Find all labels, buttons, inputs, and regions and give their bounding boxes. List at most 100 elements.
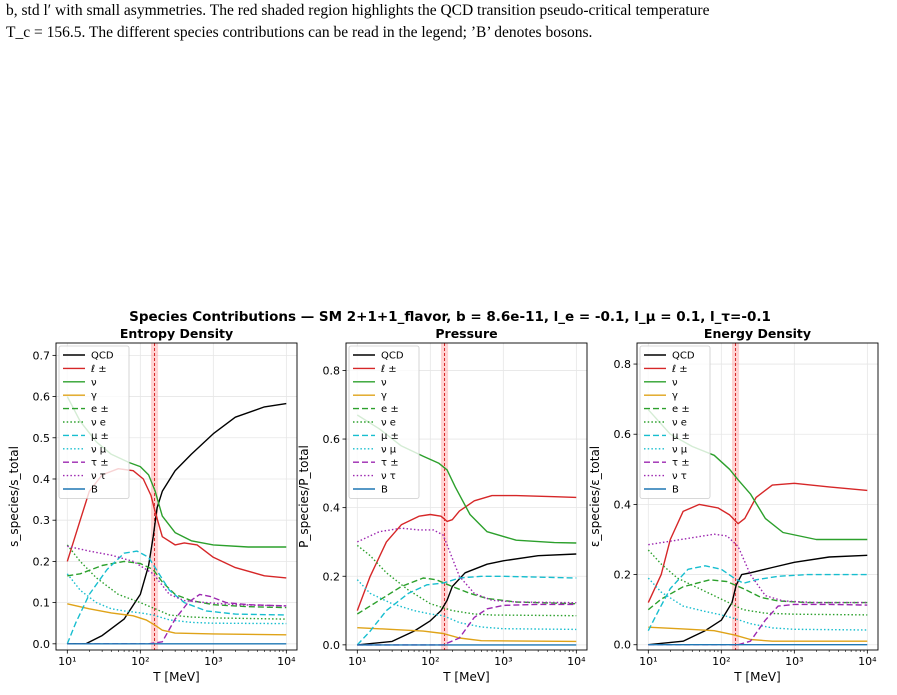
caption-line-2: T_c = 156.5. The different species contr… — [6, 24, 593, 41]
legend-label-nutau: ν τ — [381, 471, 396, 482]
legend-box — [348, 345, 420, 499]
panel-title: Pressure — [435, 326, 497, 341]
y-tick-label: 0.0 — [614, 639, 632, 652]
legend-box — [639, 345, 711, 499]
legend-label-nue: ν e — [381, 418, 396, 429]
y-tick-label: 0.4 — [33, 473, 51, 486]
x-tick-label: 10⁴ — [858, 655, 877, 668]
legend: QCD ℓ ± νγ e ± ν e μ ± ν μ τ ± ν τ B — [348, 345, 420, 499]
legend-label-nutau: ν τ — [672, 471, 687, 482]
series-nutau — [67, 545, 287, 607]
caption-line-1: b, std l′ with small asymmetries. The re… — [6, 2, 710, 19]
series-nutau — [357, 527, 577, 604]
series-nutau — [648, 533, 868, 604]
y-tick-label: 0.2 — [33, 555, 51, 568]
legend-label-numu: ν μ — [381, 444, 397, 455]
legend-label-mu: μ ± — [91, 431, 109, 442]
legend-label-gamma: γ — [381, 391, 387, 402]
tc-shaded-region — [150, 343, 159, 650]
legend-label-B: B — [91, 485, 98, 496]
plot-frame — [55, 342, 298, 651]
series-tau — [648, 603, 868, 646]
series-tau — [67, 593, 287, 645]
y-axis-label: ε_species/ε_total — [588, 446, 602, 547]
series-gamma — [648, 626, 868, 642]
legend-label-numu: ν μ — [91, 444, 107, 455]
legend-label-tau: τ ± — [91, 458, 109, 469]
legend: QCD ℓ ± νγ e ± ν e μ ± ν μ τ ± ν τ B — [58, 345, 130, 499]
legend-label-tau: τ ± — [381, 458, 399, 469]
series-mu — [356, 575, 577, 646]
legend-label-e: e ± — [381, 404, 399, 415]
x-tick-label: 10⁴ — [567, 655, 586, 668]
legend-label-QCD: QCD — [672, 351, 695, 362]
y-tick-label: 0.3 — [33, 514, 51, 527]
tc-shaded-region — [440, 343, 449, 650]
x-tick-label: 10¹ — [348, 655, 366, 668]
panel-energy-density: 0.0 0.2 0.4 0.6 0.8 10¹ 10² 10³ 10⁴ T [MeV] ε_spec… — [588, 326, 879, 684]
y-tick-label: 0.6 — [323, 433, 341, 446]
series-e — [647, 579, 868, 611]
legend-label-e: e ± — [91, 404, 109, 415]
y-tick-label: 0.8 — [614, 358, 632, 371]
series-mu — [66, 550, 287, 645]
series-group — [647, 409, 868, 646]
legend-label-gamma: γ — [91, 391, 97, 402]
legend-label-nu: ν — [381, 377, 387, 388]
figure-caption: b, std l′ with small asymmetries. The re… — [6, 0, 896, 44]
legend-label-QCD: QCD — [381, 351, 404, 362]
legend-label-gamma: γ — [672, 391, 678, 402]
x-tick-label: 10⁴ — [277, 655, 296, 668]
legend-label-mu: μ ± — [381, 431, 399, 442]
series-nue — [66, 544, 287, 620]
x-tick-label: 10² — [421, 655, 439, 668]
x-axis-label: T [MeV] — [152, 670, 199, 684]
series-tau — [357, 603, 577, 646]
x-axis-label: T [MeV] — [733, 670, 780, 684]
y-tick-label: 0.4 — [323, 502, 341, 515]
legend-label-nue: ν e — [91, 418, 106, 429]
legend-label-nutau: ν τ — [91, 471, 106, 482]
legend-label-numu: ν μ — [672, 444, 688, 455]
series-numu — [66, 573, 287, 625]
series-nue — [356, 544, 577, 617]
panel-entropy-density: 0.0 0.1 0.2 0.3 0.4 0.5 0.6 0.7 10¹ 10² 10³ 10⁴ T [M… — [7, 326, 298, 684]
legend-label-lpm: ℓ ± — [381, 364, 397, 375]
x-tick-label: 10¹ — [58, 655, 76, 668]
series-group — [356, 414, 577, 646]
series-QCD — [67, 402, 287, 645]
x-tick-label: 10³ — [494, 655, 512, 668]
y-tick-label: 0.0 — [33, 638, 51, 651]
y-tick-label: 0.0 — [323, 639, 341, 652]
legend-label-nu: ν — [672, 377, 678, 388]
series-lpm — [647, 482, 868, 603]
x-tick-label: 10² — [131, 655, 149, 668]
y-tick-label: 0.6 — [33, 391, 51, 404]
legend-label-lpm: ℓ ± — [672, 364, 688, 375]
y-tick-label: 0.1 — [33, 597, 51, 610]
legend-label-nue: ν e — [672, 418, 687, 429]
y-tick-label: 0.7 — [33, 349, 51, 362]
x-axis-label: T [MeV] — [442, 670, 489, 684]
legend-label-nu: ν — [91, 377, 97, 388]
legend-label-B: B — [381, 485, 388, 496]
legend-label-QCD: QCD — [91, 351, 114, 362]
panel-title: Entropy Density — [120, 326, 233, 341]
series-QCD — [357, 553, 577, 646]
y-axis-label: s_species/s_total — [7, 446, 21, 547]
x-tick-label: 10³ — [785, 655, 803, 668]
panel-pressure: 0.0 0.2 0.4 0.6 0.8 10¹ 10² 10³ 10⁴ T [MeV] P_spec… — [297, 326, 588, 684]
series-mu — [647, 565, 868, 632]
series-gamma — [357, 627, 577, 643]
y-tick-label: 0.8 — [323, 364, 341, 377]
y-axis-label: P_species/P_total — [297, 445, 311, 548]
legend-label-mu: μ ± — [672, 431, 690, 442]
series-nue — [647, 549, 868, 616]
y-tick-label: 0.2 — [323, 570, 341, 583]
legend-label-tau: τ ± — [672, 458, 690, 469]
x-tick-label: 10² — [712, 655, 730, 668]
legend-label-e: e ± — [672, 404, 690, 415]
x-tick-label: 10³ — [204, 655, 222, 668]
y-tick-label: 0.2 — [614, 569, 632, 582]
